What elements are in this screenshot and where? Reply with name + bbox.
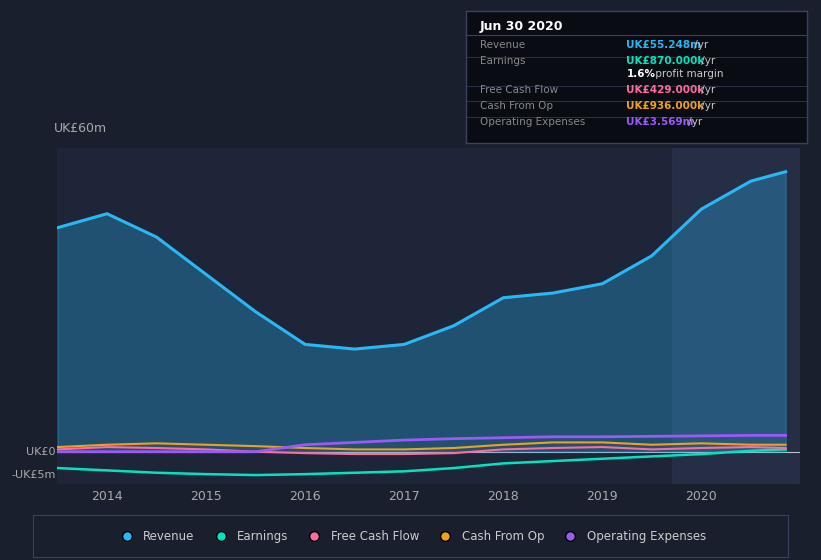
Text: Revenue: Revenue xyxy=(480,40,525,50)
Text: -UK£5m: -UK£5m xyxy=(11,470,56,480)
Text: /yr: /yr xyxy=(685,116,702,127)
Text: /yr: /yr xyxy=(698,85,715,95)
Text: /yr: /yr xyxy=(698,101,715,111)
Legend: Revenue, Earnings, Free Cash Flow, Cash From Op, Operating Expenses: Revenue, Earnings, Free Cash Flow, Cash … xyxy=(110,525,711,548)
Text: UK£870.000k: UK£870.000k xyxy=(626,56,705,66)
Text: Operating Expenses: Operating Expenses xyxy=(480,116,585,127)
Text: UK£0: UK£0 xyxy=(26,447,56,457)
Text: UK£55.248m: UK£55.248m xyxy=(626,40,701,50)
Text: UK£3.569m: UK£3.569m xyxy=(626,116,694,127)
Text: 1.6%: 1.6% xyxy=(626,69,655,80)
Text: /yr: /yr xyxy=(698,56,715,66)
Bar xyxy=(672,148,800,484)
Text: profit margin: profit margin xyxy=(653,69,724,80)
Text: Free Cash Flow: Free Cash Flow xyxy=(480,85,558,95)
Text: UK£429.000k: UK£429.000k xyxy=(626,85,704,95)
Text: Earnings: Earnings xyxy=(480,56,525,66)
Text: UK£60m: UK£60m xyxy=(53,122,107,135)
Text: Jun 30 2020: Jun 30 2020 xyxy=(480,20,563,34)
Text: UK£936.000k: UK£936.000k xyxy=(626,101,704,111)
Text: Cash From Op: Cash From Op xyxy=(480,101,553,111)
Text: /yr: /yr xyxy=(691,40,709,50)
